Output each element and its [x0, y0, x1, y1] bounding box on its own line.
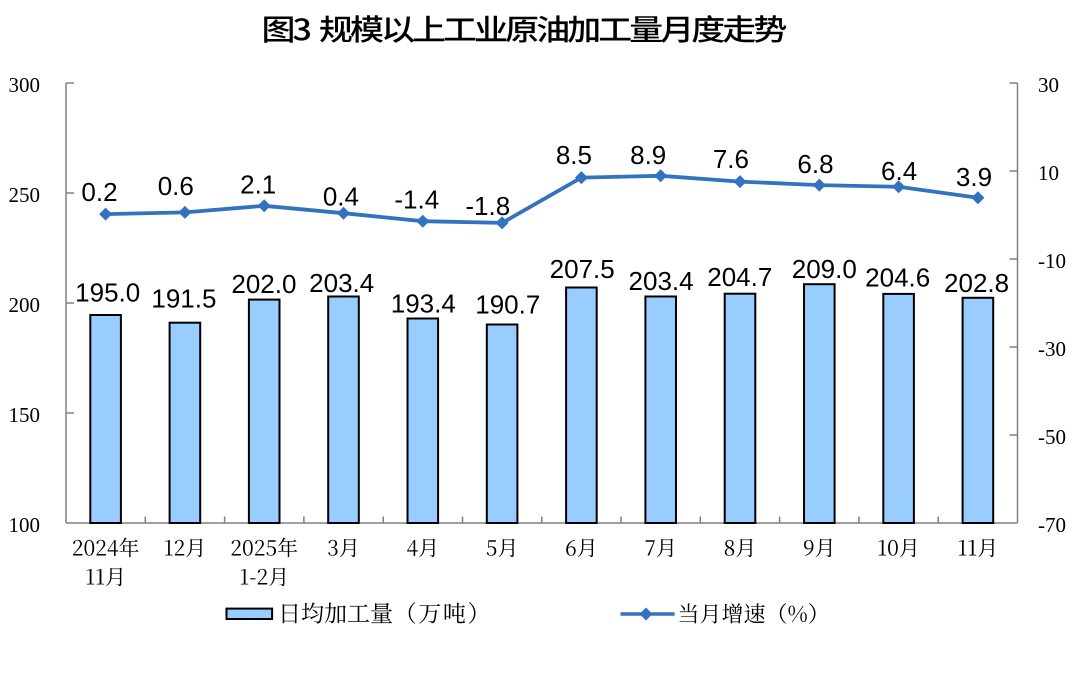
svg-text:0.4: 0.4: [323, 181, 359, 211]
svg-text:207.5: 207.5: [550, 254, 615, 284]
svg-text:-1.8: -1.8: [465, 191, 510, 221]
svg-text:203.4: 203.4: [629, 266, 694, 296]
svg-text:191.5: 191.5: [151, 283, 216, 313]
svg-text:-70: -70: [1038, 513, 1066, 537]
svg-text:0.6: 0.6: [158, 171, 194, 201]
svg-text:209.0: 209.0: [792, 254, 857, 284]
svg-text:100: 100: [9, 513, 41, 537]
svg-text:6.4: 6.4: [881, 156, 917, 186]
svg-text:8.9: 8.9: [630, 140, 666, 170]
svg-text:300: 300: [9, 73, 41, 97]
svg-text:202.0: 202.0: [231, 269, 296, 299]
svg-text:0.2: 0.2: [81, 177, 117, 207]
svg-text:2.1: 2.1: [240, 170, 276, 200]
svg-text:-1.4: -1.4: [394, 185, 439, 215]
svg-text:-50: -50: [1038, 425, 1066, 449]
svg-text:6.8: 6.8: [797, 149, 833, 179]
svg-text:204.6: 204.6: [865, 262, 930, 292]
svg-text:190.7: 190.7: [475, 289, 540, 319]
svg-text:200: 200: [9, 293, 41, 317]
svg-text:10: 10: [1038, 161, 1059, 185]
svg-text:204.7: 204.7: [707, 262, 772, 292]
svg-text:203.4: 203.4: [309, 268, 374, 298]
svg-text:8.5: 8.5: [556, 140, 592, 170]
svg-text:193.4: 193.4: [391, 289, 456, 319]
svg-text:30: 30: [1038, 73, 1059, 97]
svg-text:-30: -30: [1038, 337, 1066, 361]
svg-text:150: 150: [9, 403, 41, 427]
svg-text:195.0: 195.0: [75, 277, 140, 307]
svg-text:3.9: 3.9: [956, 162, 992, 192]
svg-text:-10: -10: [1038, 249, 1066, 273]
svg-text:250: 250: [9, 183, 41, 207]
svg-text:202.8: 202.8: [944, 268, 1009, 298]
svg-text:7.6: 7.6: [713, 144, 749, 174]
